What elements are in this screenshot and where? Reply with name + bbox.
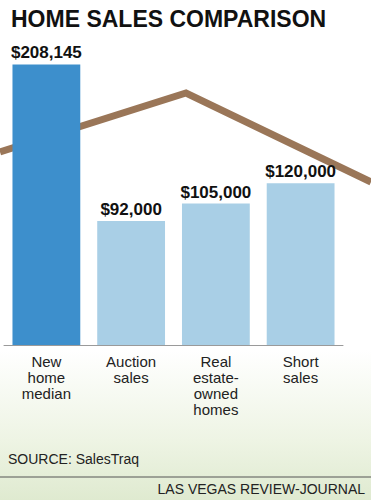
svg-text:sales: sales xyxy=(114,369,149,386)
svg-text:Real: Real xyxy=(200,353,231,370)
svg-text:median: median xyxy=(22,385,71,402)
svg-text:Short: Short xyxy=(283,353,320,370)
svg-text:home: home xyxy=(28,369,66,386)
svg-text:LAS VEGAS REVIEW-JOURNAL: LAS VEGAS REVIEW-JOURNAL xyxy=(158,481,366,497)
svg-text:New: New xyxy=(31,353,61,370)
svg-text:$208,145: $208,145 xyxy=(11,43,82,62)
svg-text:Auction: Auction xyxy=(106,353,156,370)
svg-text:homes: homes xyxy=(193,401,238,418)
svg-text:HOME SALES COMPARISON: HOME SALES COMPARISON xyxy=(11,6,326,32)
svg-text:$105,000: $105,000 xyxy=(180,183,251,202)
svg-text:$120,000: $120,000 xyxy=(265,162,336,181)
svg-text:estate-: estate- xyxy=(193,369,239,386)
svg-text:sales: sales xyxy=(283,369,318,386)
svg-text:owned: owned xyxy=(194,385,238,402)
svg-text:SOURCE: SalesTraq: SOURCE: SalesTraq xyxy=(8,451,139,467)
svg-text:$92,000: $92,000 xyxy=(100,200,161,219)
